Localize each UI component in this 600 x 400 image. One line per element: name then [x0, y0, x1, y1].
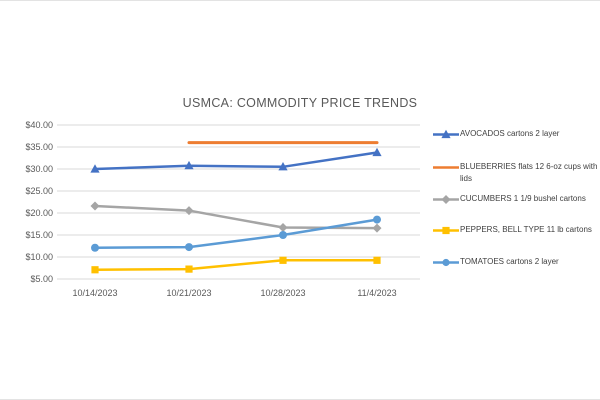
series-marker-0	[278, 162, 288, 171]
series-marker-3	[91, 266, 99, 274]
series-marker-4	[373, 215, 381, 224]
series-line-3	[93, 259, 379, 272]
legend-triangle-icon	[433, 129, 459, 139]
y-tick-label: $35.00	[25, 142, 53, 152]
legend-item-2: CUCUMBERS 1 1/9 bushel cartons	[433, 193, 586, 205]
legend-circle-icon	[433, 258, 459, 267]
x-tick-label: 10/28/2023	[260, 288, 306, 298]
series-marker-3	[373, 256, 381, 264]
y-tick-label: $40.00	[25, 120, 53, 130]
legend-item-4: TOMATOES cartons 2 layer	[433, 256, 559, 268]
series-marker-4	[185, 243, 193, 252]
x-tick-label: 10/14/2023	[72, 288, 118, 298]
legend-item-3: PEPPERS, BELL TYPE 11 lb cartons	[433, 224, 592, 236]
legend: AVOCADOS cartons 2 layer BLUEBERRIES flat…	[433, 0, 600, 400]
series-marker-3	[279, 256, 287, 264]
series-marker-0	[90, 164, 100, 173]
series-marker-4	[91, 243, 99, 252]
x-tick-label: 10/21/2023	[166, 288, 212, 298]
x-tick-label: 11/4/2023	[357, 288, 397, 298]
series-marker-2	[90, 201, 100, 211]
legend-label: PEPPERS, BELL TYPE 11 lb cartons	[460, 225, 592, 234]
series-line-0	[93, 151, 379, 171]
y-tick-label: $10.00	[25, 252, 53, 262]
legend-line-icon	[433, 166, 459, 169]
legend-label: CUCUMBERS 1 1/9 bushel cartons	[460, 194, 586, 203]
series-marker-2	[184, 206, 194, 216]
series-line-4	[93, 218, 379, 250]
legend-diamond-icon	[433, 195, 459, 204]
series-marker-4	[279, 231, 287, 239]
y-tick-label: $30.00	[25, 164, 53, 174]
y-tick-label: $15.00	[25, 230, 53, 240]
series-marker-0	[372, 147, 382, 157]
series-marker-2	[278, 223, 288, 233]
chart-title: USMCA: COMMODITY PRICE TRENDS	[182, 96, 418, 110]
series-marker-2	[372, 223, 382, 233]
legend-item-0: AVOCADOS cartons 2 layer	[433, 128, 559, 140]
legend-square-icon	[433, 226, 459, 235]
series-line-2	[93, 204, 379, 230]
legend-label: BLUEBERRIES flats 12 6-oz cups with lids	[460, 162, 598, 183]
y-tick-label: $5.00	[30, 274, 53, 284]
legend-label: AVOCADOS cartons 2 layer	[460, 129, 560, 138]
y-tick-label: $20.00	[25, 208, 53, 218]
legend-item-1: BLUEBERRIES flats 12 6-oz cups with lids	[433, 161, 599, 184]
series-marker-0	[184, 160, 194, 170]
y-tick-label: $25.00	[25, 186, 53, 196]
series-marker-3	[185, 265, 193, 273]
legend-label: TOMATOES cartons 2 layer	[460, 257, 559, 266]
